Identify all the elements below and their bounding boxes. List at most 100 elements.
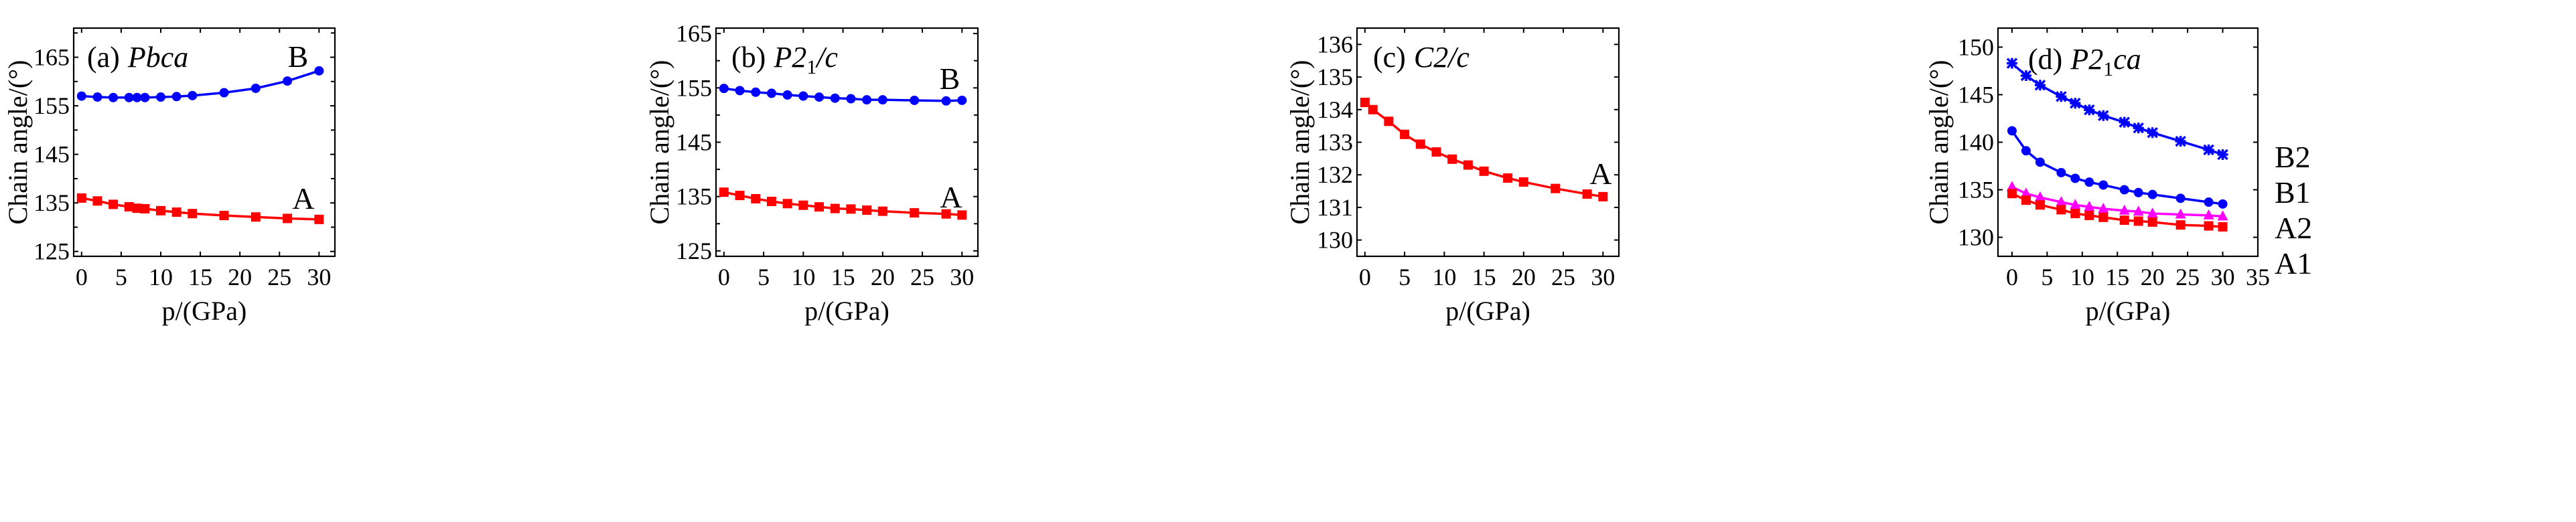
data-point	[1415, 139, 1425, 149]
data-point	[1447, 154, 1457, 164]
data-point	[2098, 212, 2108, 222]
data-point	[219, 211, 229, 221]
data-point	[314, 214, 324, 224]
panel-title-prefix: (c)	[1373, 41, 1406, 74]
data-point	[156, 205, 165, 215]
x-axis-label: p/(GPa)	[2086, 296, 2171, 326]
x-tick-label: 20	[2141, 264, 2165, 290]
x-tick-label: 0	[1359, 264, 1371, 290]
x-tick-label: 20	[1512, 264, 1536, 290]
data-point	[2147, 189, 2157, 199]
y-tick-label: 165	[33, 44, 70, 71]
x-tick-label: 30	[950, 264, 974, 290]
data-point	[1384, 116, 1394, 126]
x-tick-label: 15	[831, 264, 855, 290]
data-point	[735, 191, 745, 201]
y-tick-label: 130	[1317, 227, 1353, 254]
data-point	[2133, 205, 2144, 216]
series-A2: A2	[2006, 181, 2312, 245]
y-tick-label: 150	[1958, 33, 1994, 60]
panel-title: (c) C2/c	[1373, 41, 1470, 74]
x-tick-label: 30	[2211, 264, 2235, 290]
series-label: A	[940, 180, 962, 214]
data-point	[2204, 221, 2214, 231]
data-point	[2070, 209, 2080, 219]
data-point	[1400, 129, 1410, 139]
data-point	[2035, 200, 2045, 210]
y-tick-label: 136	[1317, 31, 1353, 58]
panel-title-subscript: 1	[806, 56, 816, 78]
data-point	[2147, 127, 2158, 139]
data-point	[140, 203, 150, 213]
data-point	[2217, 149, 2228, 161]
data-point	[2098, 180, 2108, 190]
y-tick-label: 135	[676, 183, 712, 210]
data-point	[132, 92, 142, 102]
data-point	[2070, 199, 2081, 209]
data-point	[2204, 197, 2214, 207]
data-point	[798, 200, 808, 210]
data-point	[1518, 177, 1528, 187]
data-point	[751, 87, 761, 97]
data-point	[2006, 58, 2018, 69]
x-tick-label: 20	[871, 264, 895, 290]
data-point	[846, 204, 856, 214]
data-point	[140, 92, 150, 102]
data-point	[2020, 187, 2031, 198]
y-tick-label: 133	[1317, 129, 1353, 156]
data-point	[957, 210, 967, 220]
data-point	[862, 205, 872, 215]
data-point	[2147, 217, 2157, 227]
data-point	[1582, 189, 1592, 199]
panel-title-prefix: (b)	[731, 41, 766, 74]
data-point	[156, 92, 165, 102]
x-tick-label: 10	[791, 264, 815, 290]
series-B1: B1	[2007, 126, 2311, 209]
series-line	[1364, 101, 1603, 198]
series-label: B	[288, 39, 309, 74]
data-point	[877, 95, 887, 105]
y-tick-label: 130	[1958, 224, 1994, 251]
panel-title-group: P2	[773, 41, 806, 74]
series-A: A	[76, 181, 324, 224]
data-point	[171, 207, 182, 217]
data-point	[814, 202, 825, 212]
y-tick-label: 155	[33, 92, 70, 119]
data-point	[171, 92, 182, 102]
panel-title-group-end: /c	[814, 41, 838, 74]
series-label: B1	[2275, 175, 2311, 209]
data-point	[251, 83, 261, 93]
data-point	[251, 212, 261, 222]
data-point	[941, 96, 951, 106]
series-B: B	[719, 62, 967, 106]
y-tick-label: 155	[676, 74, 712, 101]
y-axis-label: Chain angle/(°)	[1924, 60, 1954, 225]
data-point	[910, 208, 920, 218]
data-point	[1479, 166, 1489, 176]
series-A: A	[719, 180, 967, 220]
x-tick-label: 0	[76, 264, 88, 290]
data-point	[2084, 210, 2094, 220]
data-point	[2084, 104, 2095, 116]
data-point	[2021, 146, 2031, 156]
y-tick-label: 145	[1958, 81, 1994, 108]
series-A: A	[1360, 98, 1612, 201]
y-tick-label: 131	[1317, 194, 1353, 221]
y-tick-label: 135	[1958, 177, 1994, 203]
x-tick-label: 0	[2006, 264, 2018, 290]
data-point	[2133, 216, 2143, 226]
series-label: B	[940, 62, 960, 96]
data-point	[2147, 207, 2158, 218]
x-tick-label: 10	[1432, 264, 1456, 290]
panel-title-prefix: (d)	[2028, 43, 2062, 76]
data-point	[2084, 177, 2094, 187]
data-point	[1360, 98, 1370, 108]
data-point	[2175, 220, 2186, 230]
data-point	[2119, 116, 2130, 128]
data-point	[1431, 147, 1441, 157]
y-tick-label: 165	[676, 20, 712, 47]
data-point	[2217, 210, 2228, 221]
y-axis-label: Chain angle/(°)	[1285, 60, 1315, 225]
y-axis-label: Chain angle/(°)	[644, 60, 674, 225]
series-label: A1	[2275, 246, 2312, 280]
